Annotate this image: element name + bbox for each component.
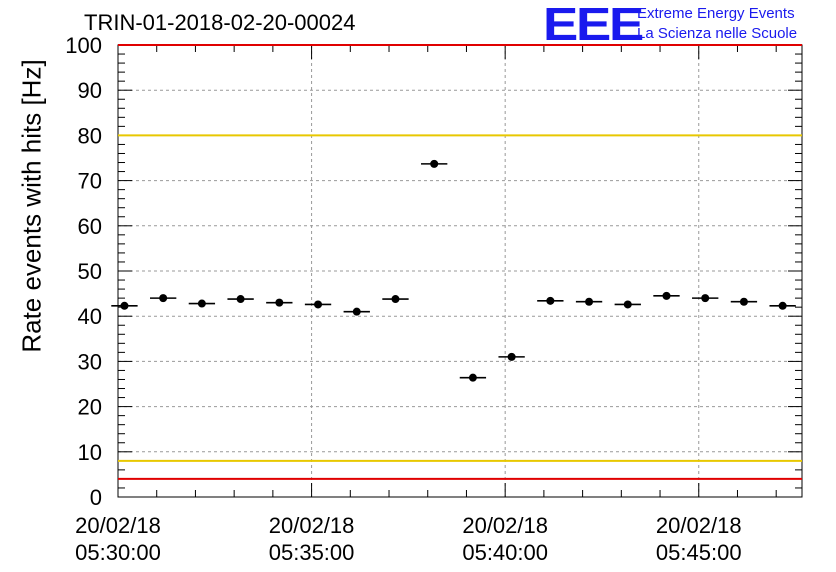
data-point	[314, 300, 323, 309]
y-tick-label: 100	[65, 33, 102, 58]
y-tick-label: 50	[78, 259, 102, 284]
y-tick-label: 20	[78, 395, 102, 420]
data-point	[739, 297, 748, 306]
y-tick-label: 0	[90, 485, 102, 510]
data-point	[507, 352, 516, 361]
eee-logo-line2: La Scienza nelle Scuole	[637, 25, 798, 42]
data-point	[391, 295, 400, 304]
data-point	[701, 294, 710, 303]
y-tick-label: 70	[78, 169, 102, 194]
data-point	[236, 295, 245, 304]
data-point	[275, 298, 284, 307]
x-tick-label-date: 20/02/18	[656, 513, 742, 538]
y-tick-label: 60	[78, 214, 102, 239]
data-point	[662, 291, 671, 300]
x-tick-label-time: 05:35:00	[269, 540, 355, 565]
x-tick-label-time: 05:30:00	[75, 540, 161, 565]
x-tick-label-time: 05:40:00	[462, 540, 548, 565]
y-tick-label: 90	[78, 78, 102, 103]
y-tick-label: 80	[78, 123, 102, 148]
x-tick-label-date: 20/02/18	[462, 513, 548, 538]
data-point	[159, 294, 168, 303]
data-point	[468, 373, 477, 382]
data-point	[623, 300, 632, 309]
data-point	[778, 301, 787, 310]
chart-title: TRIN-01-2018-02-20-00024	[84, 10, 356, 35]
data-point	[585, 297, 594, 306]
data-point	[546, 296, 555, 305]
eee-logo-line1: Extreme Energy Events	[637, 5, 795, 22]
x-tick-label-time: 05:45:00	[656, 540, 742, 565]
y-tick-label: 40	[78, 304, 102, 329]
x-tick-label-date: 20/02/18	[75, 513, 161, 538]
data-point	[197, 299, 206, 308]
data-point	[120, 301, 129, 310]
y-tick-label: 30	[78, 349, 102, 374]
x-tick-label-date: 20/02/18	[269, 513, 355, 538]
data-point	[352, 307, 361, 316]
y-tick-label: 10	[78, 440, 102, 465]
data-point	[430, 159, 439, 168]
eee-logo-mark: EEE	[543, 0, 644, 50]
